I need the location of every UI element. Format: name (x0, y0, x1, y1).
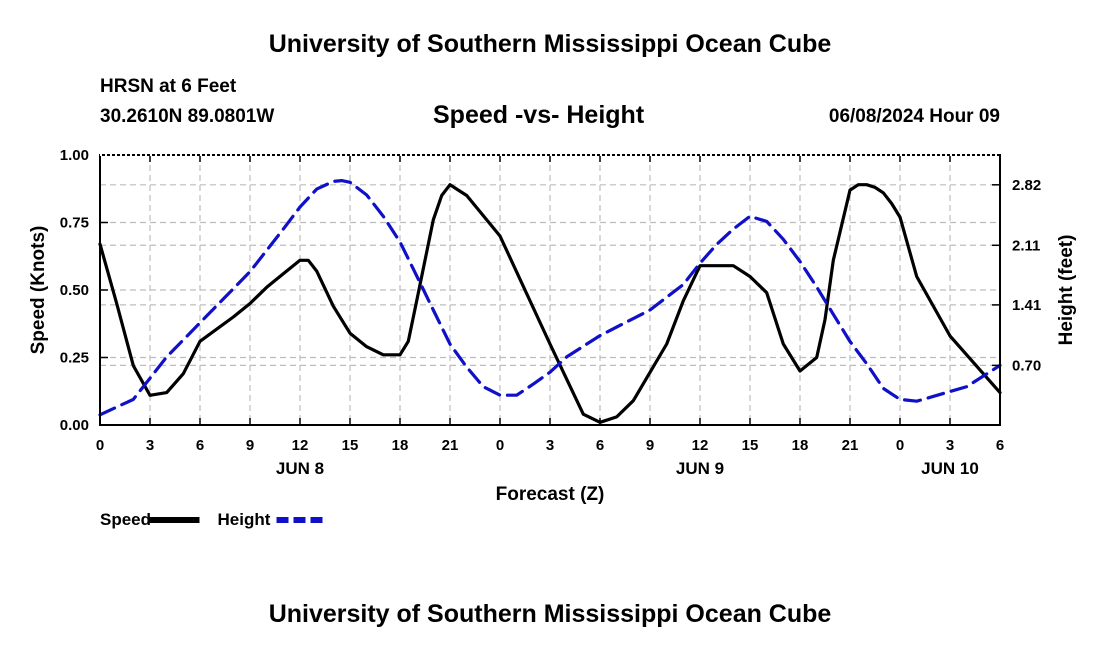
station-label: HRSN at 6 Feet (100, 76, 237, 97)
x-tick-label: 12 (292, 437, 309, 454)
y-tick-label: 0.25 (60, 350, 89, 367)
x-tick-label: 6 (996, 437, 1004, 454)
x-day-label: JUN 10 (921, 459, 979, 478)
x-tick-label: 21 (842, 437, 859, 454)
y2-axis-title: Height (feet) (1056, 235, 1077, 346)
x-tick-label: 0 (96, 437, 104, 454)
series-line-speed (98, 183, 1002, 424)
x-tick-label: 0 (496, 437, 504, 454)
axis-labels: Forecast (Z) Speed (Knots) Height (feet) (28, 226, 1077, 505)
chart-title: Speed -vs- Height (433, 101, 645, 129)
legend-label: Height (218, 510, 271, 529)
y-tick-label: 0.00 (60, 417, 89, 434)
y-tick-label: 0.75 (60, 215, 89, 232)
x-tick-label: 3 (146, 437, 154, 454)
x-tick-label: 12 (692, 437, 709, 454)
series-line-height (98, 179, 1002, 417)
x-tick-label: 15 (342, 437, 359, 454)
main-title: University of Southern Mississippi Ocean… (268, 30, 832, 58)
y2-tick-label: 1.41 (1012, 297, 1041, 314)
y-tick-label: 0.50 (60, 282, 89, 299)
x-tick-label: 6 (196, 437, 204, 454)
y-axis-title: Speed (Knots) (28, 226, 49, 355)
forecast-datetime: 06/08/2024 Hour 09 (828, 106, 1000, 127)
x-tick-label: 18 (392, 437, 409, 454)
legend: Speed Height (100, 510, 327, 529)
x-tick-label: 9 (246, 437, 254, 454)
x-axis-title: Forecast (Z) (496, 484, 605, 505)
x-day-label: JUN 9 (676, 459, 724, 478)
y2-tick-label: 2.82 (1012, 177, 1041, 194)
x-tick-label: 9 (646, 437, 654, 454)
x-tick-label: 0 (896, 437, 904, 454)
series-group (98, 179, 1002, 424)
x-tick-label: 6 (596, 437, 604, 454)
x-tick-label: 21 (442, 437, 459, 454)
x-tick-label: 3 (546, 437, 554, 454)
x-tick-label: 18 (792, 437, 809, 454)
x-tick-label: 15 (742, 437, 759, 454)
axis-ticks: 0 3 6 9 12 15 18 21 0 3 6 9 12 15 18 21 0 3 6 0.00 0.25 0.50 0… (60, 147, 1041, 478)
y-tick-label: 1.00 (60, 147, 89, 164)
station-coordinates: 30.2610N 89.0801W (100, 106, 275, 127)
legend-label: Speed (100, 510, 151, 529)
grid (100, 155, 1000, 425)
y2-tick-label: 0.70 (1012, 357, 1041, 374)
footer-title: University of Southern Mississippi Ocean… (268, 600, 832, 628)
y2-tick-label: 2.11 (1012, 237, 1040, 254)
x-tick-label: 3 (946, 437, 954, 454)
x-day-label: JUN 8 (276, 459, 324, 478)
